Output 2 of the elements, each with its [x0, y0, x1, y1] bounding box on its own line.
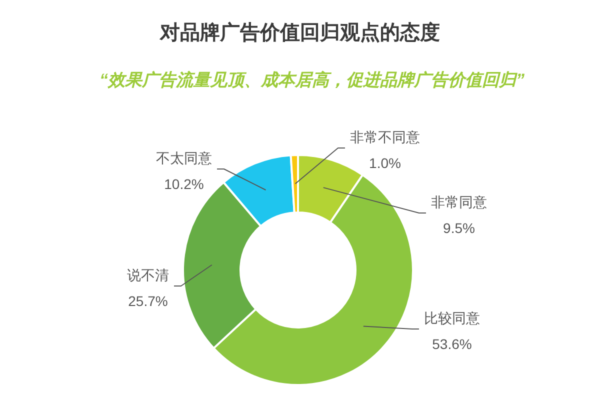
subtitle: “效果广告流量见顶、成本居高，促进品牌广告价值回归”	[100, 70, 524, 90]
title: 对品牌广告价值回归观点的态度	[160, 22, 440, 44]
